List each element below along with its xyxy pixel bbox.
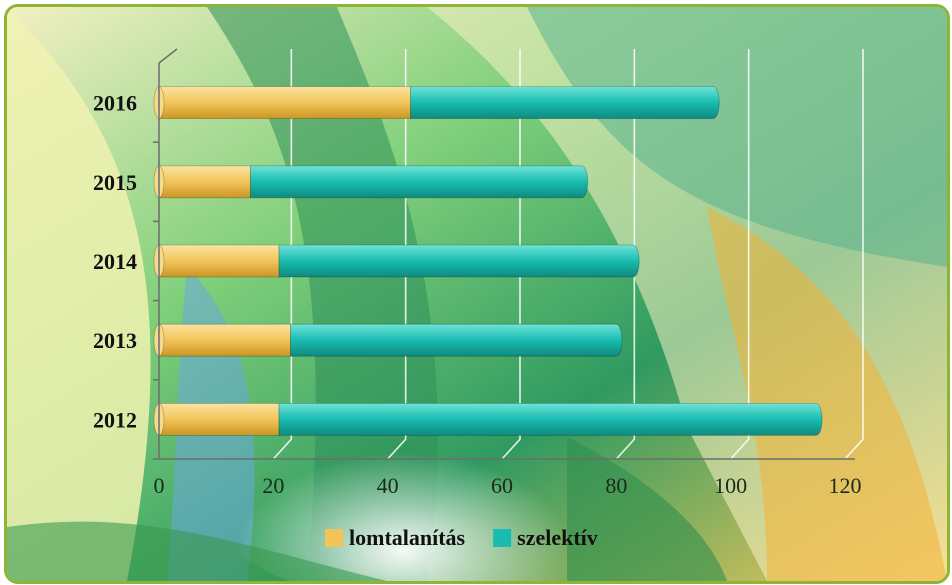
bar-lomtalanitas [158, 165, 251, 199]
bar-chart: 0 20 40 60 80 100 120 2012 2013 2014 2015 2016 lomt… [7, 7, 947, 581]
x-tick-label: 60 [491, 473, 513, 498]
axes [153, 48, 855, 460]
legend-swatch-lomtalanitas [325, 529, 343, 547]
x-tick-label: 40 [377, 473, 399, 498]
legend: lomtalanítás szelektív [325, 525, 598, 550]
y-tick-label: 2012 [93, 407, 137, 432]
bar-szelektiv [290, 323, 623, 357]
bars [153, 86, 823, 436]
x-tick-label: 20 [262, 473, 284, 498]
bar-szelektiv [278, 403, 823, 436]
x-tick-label: 0 [154, 473, 165, 498]
x-tick-label: 120 [829, 473, 862, 498]
y-tick-label: 2016 [93, 91, 137, 116]
gridlines [272, 49, 864, 460]
bar-szelektiv [410, 86, 720, 119]
x-tick-label: 100 [714, 473, 747, 498]
y-tick-label: 2015 [93, 170, 137, 195]
bar-szelektiv [278, 244, 640, 278]
chart-frame: 0 20 40 60 80 100 120 2012 2013 2014 2015 2016 lomt… [4, 4, 950, 584]
bar-szelektiv [250, 165, 589, 199]
gridline [730, 49, 750, 460]
bar-lomtalanitas [158, 403, 280, 436]
y-tick-label: 2014 [93, 249, 137, 274]
x-tick-label: 80 [605, 473, 627, 498]
y-tick-label: 2013 [93, 328, 137, 353]
legend-label-lomtalanitas: lomtalanítás [349, 525, 466, 550]
tick-labels: 0 20 40 60 80 100 120 2012 2013 2014 2015 2016 [93, 91, 862, 498]
axis-depth-line [158, 48, 178, 64]
gridline [844, 49, 864, 460]
legend-swatch-szelektiv [493, 529, 512, 547]
bar-lomtalanitas [158, 86, 411, 119]
legend-label-szelektiv: szelektív [517, 525, 598, 550]
bar-lomtalanitas [158, 244, 280, 278]
bar-lomtalanitas [158, 323, 291, 357]
gridline [615, 49, 636, 460]
